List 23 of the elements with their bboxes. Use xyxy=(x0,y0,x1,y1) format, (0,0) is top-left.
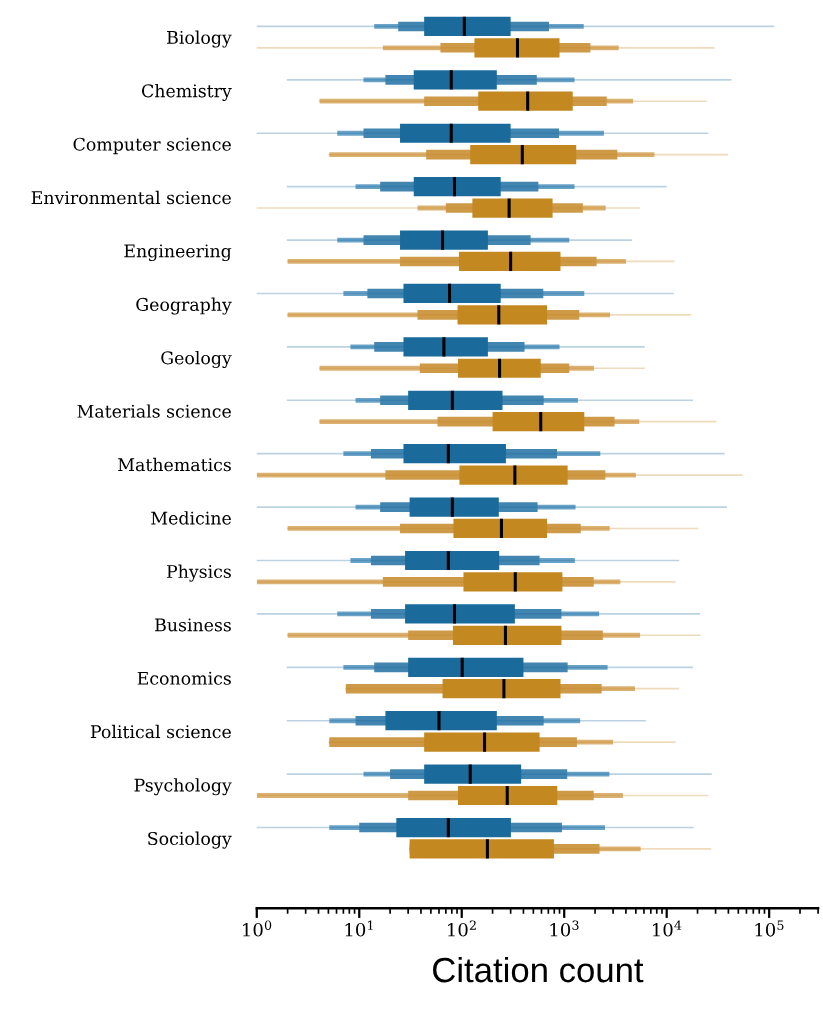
y-tick-label: Psychology xyxy=(134,778,232,796)
x-tick-label: 10$^{4}$ xyxy=(653,920,682,937)
x-tick-label: 10$^{3}$ xyxy=(550,920,579,937)
y-tick-label: Business xyxy=(155,618,231,632)
y-tick-label: Medicine xyxy=(151,511,231,525)
y-tick-label: Sociology xyxy=(148,831,232,849)
x-tick-label: 10$^{5}$ xyxy=(755,920,784,937)
x-tick-label: 10$^{0}$ xyxy=(243,920,272,937)
x-tick-label: 10$^{1}$ xyxy=(345,920,373,937)
y-tick-label: Geology xyxy=(161,350,232,369)
y-tick-label: Chemistry xyxy=(142,83,232,101)
y-tick-label: Biology xyxy=(167,30,232,48)
y-tick-label: Materials science xyxy=(77,404,231,418)
x-tick-label: 10$^{2}$ xyxy=(448,920,476,937)
x-axis-title: Citation count xyxy=(433,956,644,983)
y-tick-label: Computer science xyxy=(73,137,231,155)
y-tick-label: Economics xyxy=(137,671,231,685)
y-tick-label: Engineering xyxy=(124,244,232,262)
y-tick-label: Physics xyxy=(166,564,231,582)
y-tick-label: Political science xyxy=(90,724,231,739)
y-tick-label: Mathematics xyxy=(118,457,231,472)
y-tick-label: Geography xyxy=(136,297,232,315)
y-tick-label: Environmental science xyxy=(31,190,231,205)
